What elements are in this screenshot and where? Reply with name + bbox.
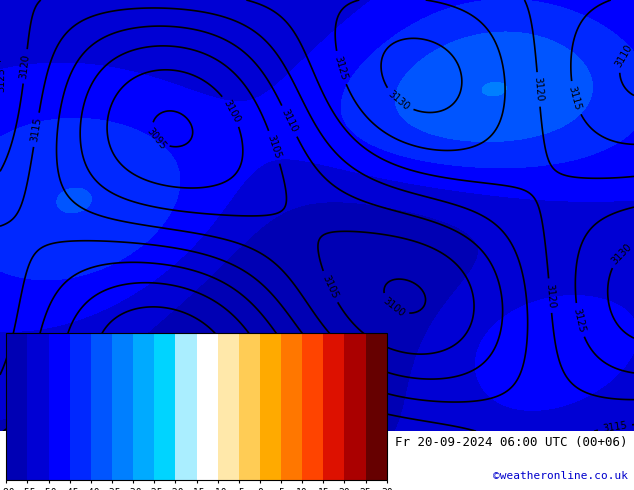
Text: 3125: 3125	[571, 307, 587, 333]
Text: 3130: 3130	[386, 89, 411, 113]
Text: 3105: 3105	[320, 274, 339, 300]
Text: 3110: 3110	[280, 108, 299, 134]
Text: 3115: 3115	[567, 85, 583, 111]
Text: 3100: 3100	[221, 98, 242, 124]
Text: 3125: 3125	[332, 54, 349, 81]
Text: 3100: 3100	[380, 295, 406, 318]
Text: 3110: 3110	[613, 43, 634, 70]
Text: Height/Temp. 10 hPa [gdmp][°C] GFS: Height/Temp. 10 hPa [gdmp][°C] GFS	[6, 436, 261, 449]
Text: 3130: 3130	[610, 242, 634, 266]
Text: 3130: 3130	[216, 335, 236, 361]
Text: 3095: 3095	[145, 126, 169, 151]
Text: Fr 20-09-2024 06:00 UTC (00+06): Fr 20-09-2024 06:00 UTC (00+06)	[395, 436, 628, 449]
Text: 3115: 3115	[602, 420, 628, 434]
Text: ©weatheronline.co.uk: ©weatheronline.co.uk	[493, 471, 628, 481]
Text: 3125: 3125	[0, 67, 6, 92]
Text: 3120: 3120	[26, 349, 41, 375]
Text: 3125: 3125	[262, 359, 283, 385]
Text: 3120: 3120	[544, 283, 556, 308]
Text: 3120: 3120	[533, 77, 545, 102]
Text: 3115: 3115	[29, 117, 43, 143]
Text: 3120: 3120	[19, 53, 32, 79]
Text: 3105: 3105	[266, 134, 283, 160]
